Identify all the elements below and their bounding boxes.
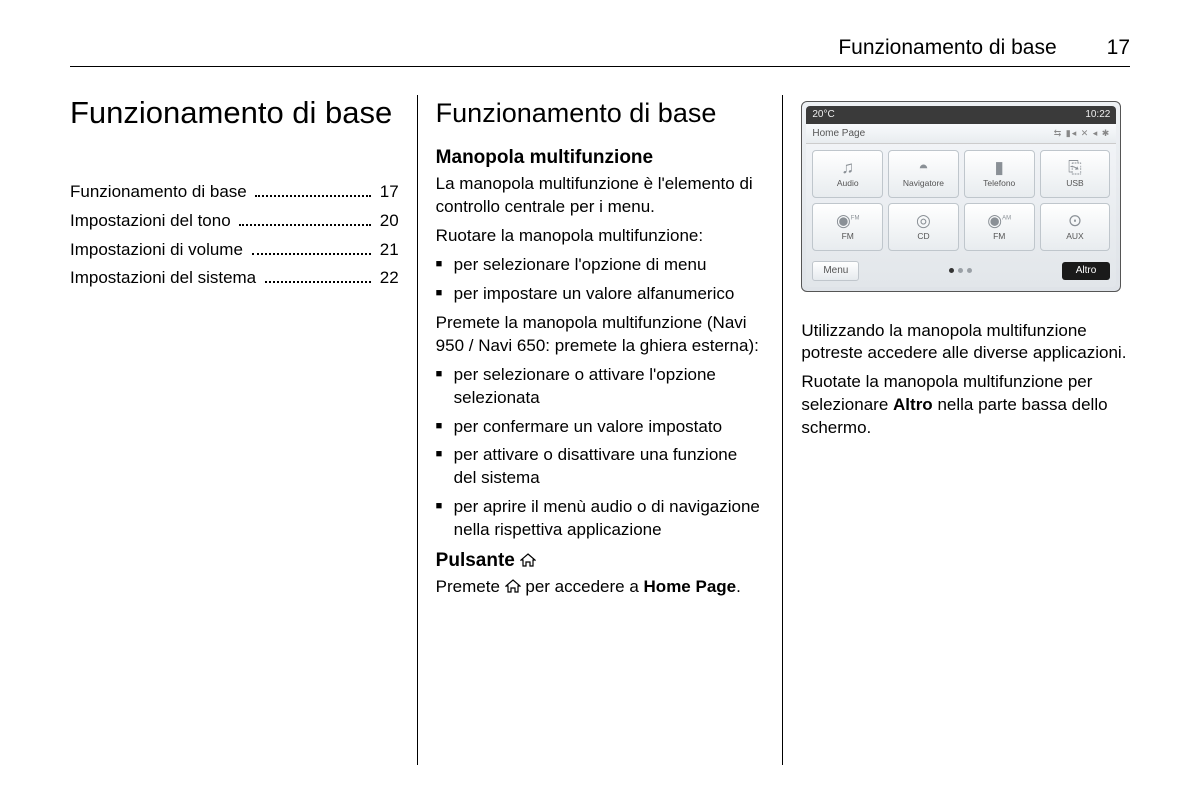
- device-bottom-bar: Menu Altro: [806, 257, 1116, 287]
- col2-p4: Premete per accedere a Home Page.: [436, 576, 765, 600]
- usb-icon: ⎘: [1068, 159, 1082, 176]
- dot-icon: [967, 268, 972, 273]
- app-tile-aux[interactable]: ⊙ AUX: [1040, 203, 1111, 251]
- disc-icon: ◎: [916, 212, 931, 229]
- toc-label: Funzionamento di base: [70, 181, 247, 204]
- device-time: 10:22: [1085, 108, 1110, 122]
- app-label: Navigatore: [903, 178, 944, 189]
- toc-dots: [252, 243, 371, 255]
- sub2-prefix: Pulsante: [436, 550, 515, 571]
- app-tile-telefono[interactable]: ▮ Telefono: [964, 150, 1035, 198]
- list-item: per aprire il menù audio o di navi­gazio…: [436, 496, 765, 542]
- toc-line: Impostazioni del tono 20: [70, 210, 399, 233]
- toc-label: Impostazioni del sistema: [70, 267, 256, 290]
- header-page-number: 17: [1107, 36, 1130, 60]
- app-label: Telefono: [983, 178, 1015, 189]
- column-2: Funzionamento di base Manopola multifunz…: [417, 95, 784, 765]
- p4-suffix: .: [736, 577, 741, 596]
- device-altro-button[interactable]: Altro: [1062, 262, 1111, 280]
- dot-icon: [958, 268, 963, 273]
- home-icon: [520, 552, 536, 574]
- toc-page: 21: [380, 239, 399, 262]
- device-status-bar: 20°C 10:22: [806, 106, 1116, 124]
- toc-line: Impostazioni del sistema 22: [70, 267, 399, 290]
- col2-sub2: Pulsante: [436, 548, 765, 574]
- col2-heading: Funzionamento di base: [436, 95, 765, 131]
- col2-list2: per selezionare o attivare l'opzione sel…: [436, 364, 765, 543]
- radio-icon: ◉FM: [836, 212, 860, 229]
- device-inner: 20°C 10:22 Home Page ⇆ ▮◂ ✕ ◂ ✱ ♫ Audio …: [806, 106, 1116, 287]
- toc-dots: [255, 185, 371, 197]
- header-title: Funzionamento di base: [838, 36, 1056, 60]
- app-label: CD: [917, 231, 929, 242]
- device-home-label: Home Page: [812, 127, 865, 141]
- device-status-icons: ⇆ ▮◂ ✕ ◂ ✱: [1054, 127, 1111, 141]
- music-icon: ♫: [841, 159, 854, 176]
- p4-bold: Home Page: [644, 577, 737, 596]
- toc-label: Impostazioni del tono: [70, 210, 231, 233]
- app-tile-cd[interactable]: ◎ CD: [888, 203, 959, 251]
- list-item: per impostare un valore alfanume­rico: [436, 283, 765, 306]
- toc-page: 17: [380, 181, 399, 204]
- col2-p1: La manopola multifunzione è l'ele­mento …: [436, 173, 765, 219]
- radio-icon: ◉AM: [987, 212, 1011, 229]
- col2-p2: Ruotare la manopola multifunzione:: [436, 225, 765, 248]
- list-item: per attivare o disattivare una fun­zione…: [436, 444, 765, 490]
- col2-p3: Premete la manopola multifunzione (Navi …: [436, 312, 765, 358]
- col3-p1: Utilizzando la manopola multifun­zione p…: [801, 320, 1130, 366]
- page-columns: Funzionamento di base Funzionamento di b…: [70, 95, 1130, 765]
- list-item: per confermare un valore impostato: [436, 416, 765, 439]
- app-tile-fm[interactable]: ◉FM FM: [812, 203, 883, 251]
- column-3: 20°C 10:22 Home Page ⇆ ▮◂ ✕ ◂ ✱ ♫ Audio …: [783, 95, 1130, 765]
- app-tile-audio[interactable]: ♫ Audio: [812, 150, 883, 198]
- phone-icon: ▮: [995, 159, 1004, 176]
- toc-page: 22: [380, 267, 399, 290]
- toc-label: Impostazioni di volume: [70, 239, 243, 262]
- app-tile-usb[interactable]: ⎘ USB: [1040, 150, 1111, 198]
- p2bold: Altro: [893, 395, 933, 414]
- col2-sub1: Manopola multifunzione: [436, 145, 765, 171]
- col2-list1: per selezionare l'opzione di menu per im…: [436, 254, 765, 306]
- toc-space: [243, 239, 248, 262]
- app-label: AUX: [1066, 231, 1083, 242]
- app-tile-navigatore[interactable]: ◓ Navigatore: [888, 150, 959, 198]
- column-1: Funzionamento di base Funzionamento di b…: [70, 95, 417, 765]
- p4-mid: per accedere a: [525, 577, 638, 596]
- app-label: USB: [1066, 178, 1083, 189]
- page-header: Funzionamento di base 17: [70, 36, 1130, 67]
- toc-space: [247, 181, 252, 204]
- app-label: FM: [993, 231, 1005, 242]
- list-item: per selezionare l'opzione di menu: [436, 254, 765, 277]
- toc-line: Funzionamento di base 17: [70, 181, 399, 204]
- toc-page: 20: [380, 210, 399, 233]
- p4-prefix: Premete: [436, 577, 500, 596]
- infotainment-screenshot: 20°C 10:22 Home Page ⇆ ▮◂ ✕ ◂ ✱ ♫ Audio …: [801, 101, 1121, 292]
- toc-dots: [265, 272, 371, 284]
- col3-p2: Ruotate la manopola multifunzione per se…: [801, 371, 1130, 440]
- device-title-bar: Home Page ⇆ ▮◂ ✕ ◂ ✱: [806, 124, 1116, 145]
- toc-dots: [239, 214, 371, 226]
- device-app-grid: ♫ Audio ◓ Navigatore ▮ Telefono ⎘ USB: [806, 144, 1116, 257]
- device-menu-button[interactable]: Menu: [812, 261, 859, 281]
- app-label: FM: [842, 231, 854, 242]
- aux-icon: ⊙: [1068, 212, 1082, 229]
- app-label: Audio: [837, 178, 859, 189]
- col1-heading: Funzionamento di base: [70, 95, 399, 131]
- device-temp: 20°C: [812, 108, 834, 122]
- toc-space: [256, 267, 261, 290]
- toc-space: [231, 210, 236, 233]
- list-item: per selezionare o attivare l'opzione sel…: [436, 364, 765, 410]
- toc-line: Impostazioni di volume 21: [70, 239, 399, 262]
- globe-icon: ◓: [918, 159, 928, 176]
- home-icon: [505, 578, 521, 600]
- page-dots: [949, 268, 972, 273]
- dot-icon: [949, 268, 954, 273]
- app-tile-am[interactable]: ◉AM FM: [964, 203, 1035, 251]
